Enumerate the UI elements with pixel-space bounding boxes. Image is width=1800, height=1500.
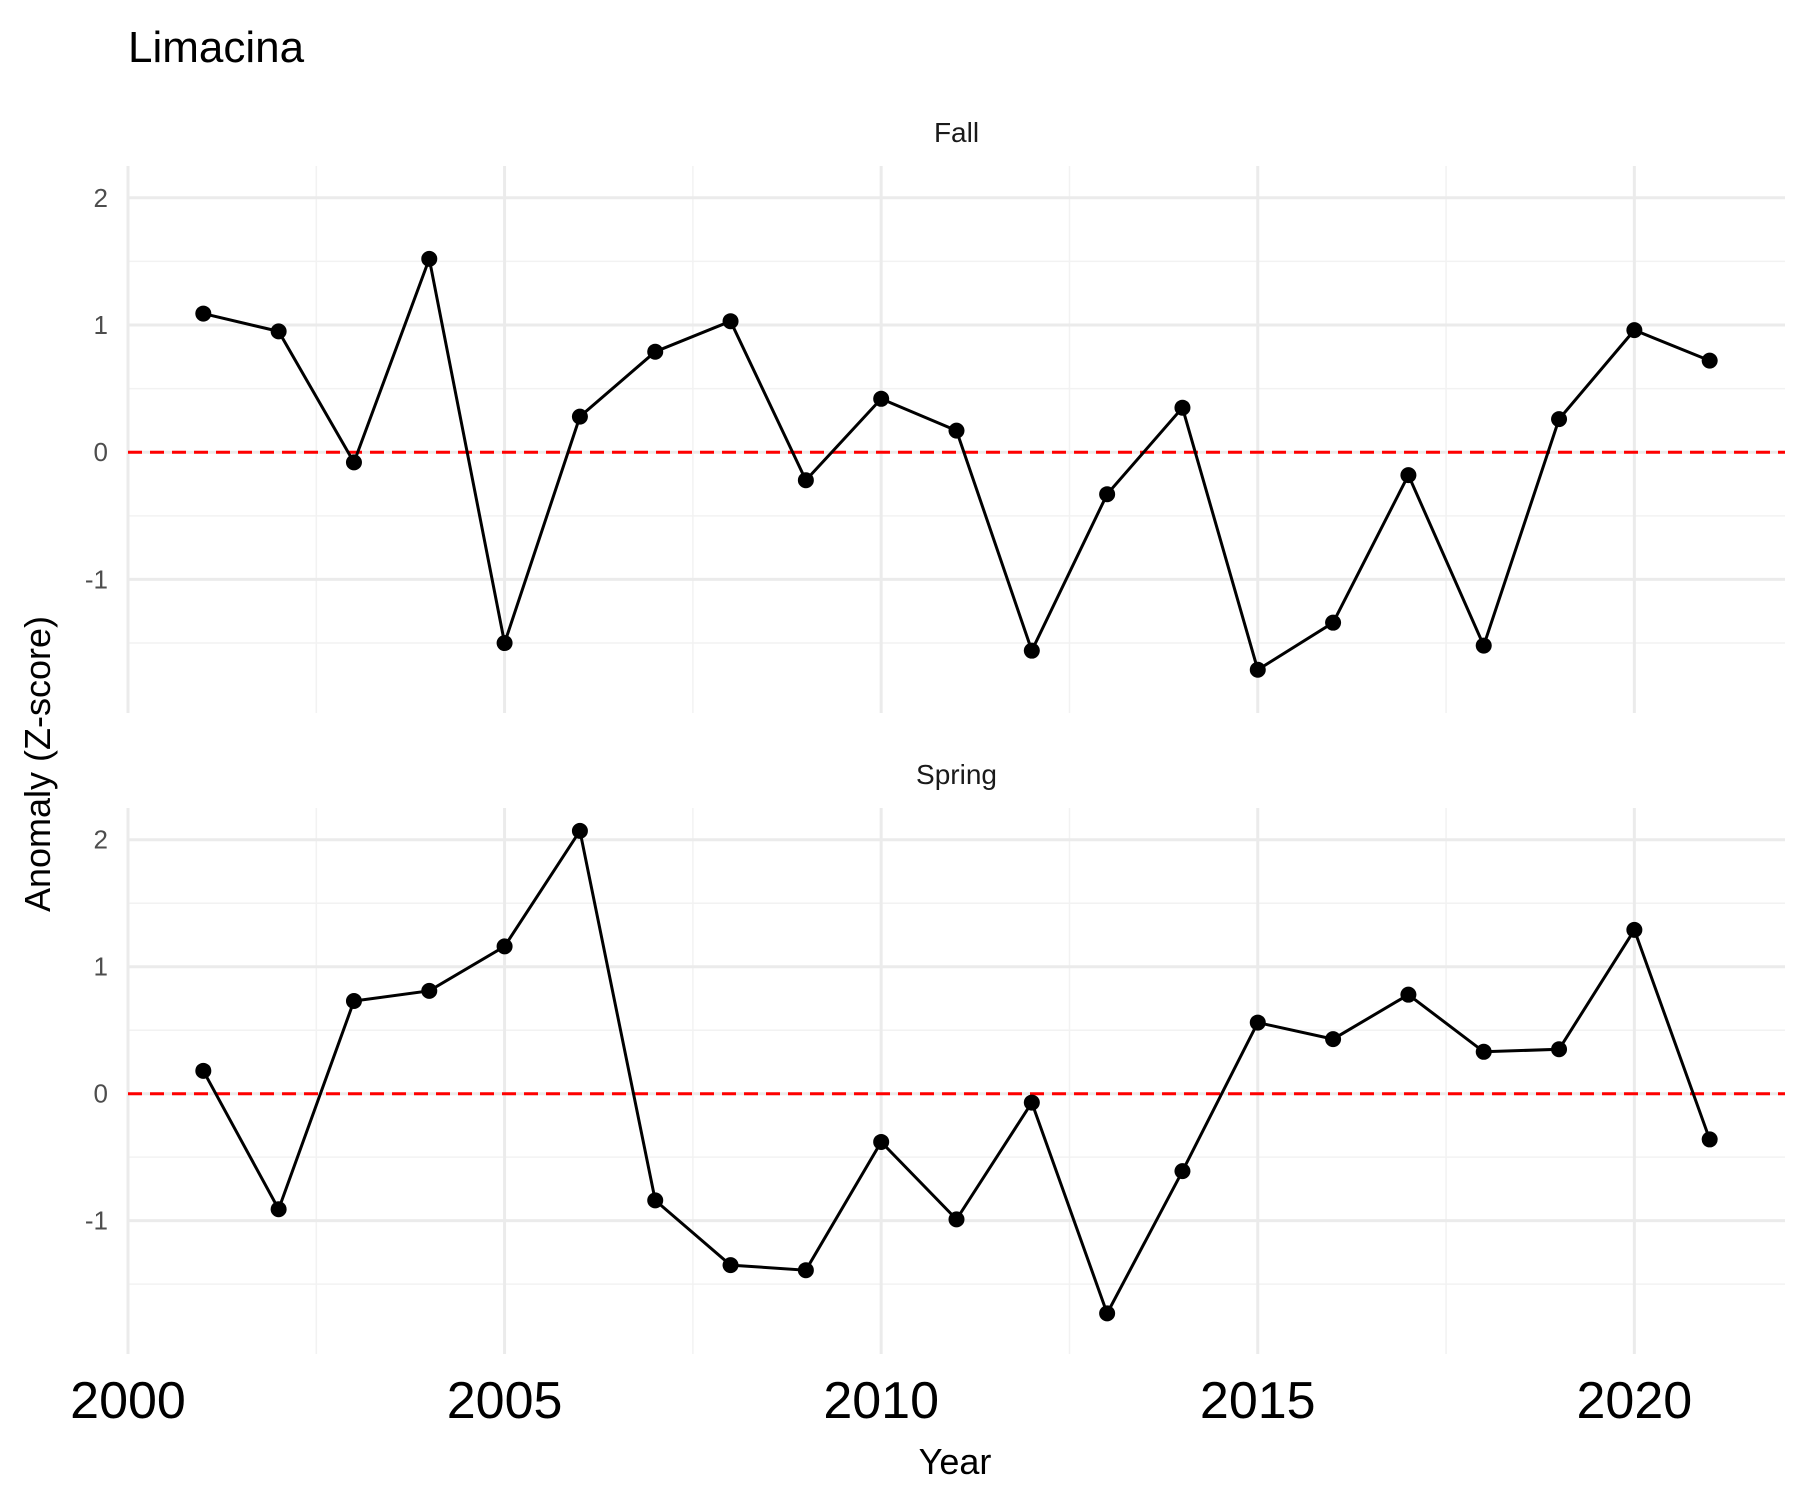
y-tick-label: 1 [94,952,108,982]
data-point [1400,986,1417,1003]
y-tick-label: 0 [94,1079,108,1109]
series-line-fall [202,253,1711,673]
data-point [1249,1014,1266,1031]
panel-fall: Fall -1 0 1 2 [85,117,1785,713]
data-point [1626,921,1643,938]
data-point [1400,467,1417,484]
data-point [1174,1163,1191,1180]
data-point [1551,1041,1568,1058]
data-point [1099,486,1116,503]
panel-spring: Spring -1 0 1 2 [85,759,1785,1354]
data-point [1475,1043,1492,1060]
data-point [496,938,513,955]
chart-title: Limacina [128,23,305,72]
data-point [647,1192,664,1209]
data-point [195,1062,212,1079]
data-point [948,1211,965,1228]
y-tick-label: 2 [94,825,108,855]
data-point [1099,1305,1116,1322]
y-tick-label: 2 [94,183,108,213]
x-axis-title: Year [919,1441,992,1482]
data-point [1023,1094,1040,1111]
x-axis-ticks: 2000 2005 2010 2015 2020 [70,1372,1692,1430]
data-point [496,635,513,652]
data-point [1701,1131,1718,1148]
data-point [1475,637,1492,654]
data-point [1701,352,1718,369]
data-point [421,250,438,267]
data-point [1626,322,1643,339]
data-point [1551,411,1568,428]
y-axis-title: Anomaly (Z-score) [17,616,58,912]
data-point [873,1133,890,1150]
panel-strip-label: Spring [916,759,997,790]
data-point [1023,642,1040,659]
data-point [345,993,362,1010]
data-point [270,323,287,340]
data-point [873,390,890,407]
panel-strip-label: Fall [934,117,979,148]
x-tick-label: 2010 [823,1372,939,1430]
y-tick-label: -1 [85,564,108,594]
facet-panels: Fall -1 0 1 2 Spring -1 0 1 2 [85,117,1785,1354]
data-point [722,1257,739,1274]
y-tick-label: 1 [94,310,108,340]
data-point [948,422,965,439]
data-point [722,313,739,330]
data-point [797,1262,814,1279]
data-point [195,305,212,322]
data-point [1325,1031,1342,1048]
x-tick-label: 2005 [447,1372,563,1430]
y-tick-label: -1 [85,1206,108,1236]
data-point [1249,661,1266,678]
data-point [1174,399,1191,416]
y-tick-label: 0 [94,437,108,467]
x-tick-label: 2015 [1200,1372,1316,1430]
data-point [647,343,664,360]
x-tick-label: 2000 [70,1372,186,1430]
data-point [797,472,814,489]
data-point [1325,614,1342,631]
data-point [421,982,438,999]
x-tick-label: 2020 [1577,1372,1693,1430]
data-point [571,822,588,839]
data-point [345,454,362,471]
data-point [270,1201,287,1218]
data-point [571,408,588,425]
